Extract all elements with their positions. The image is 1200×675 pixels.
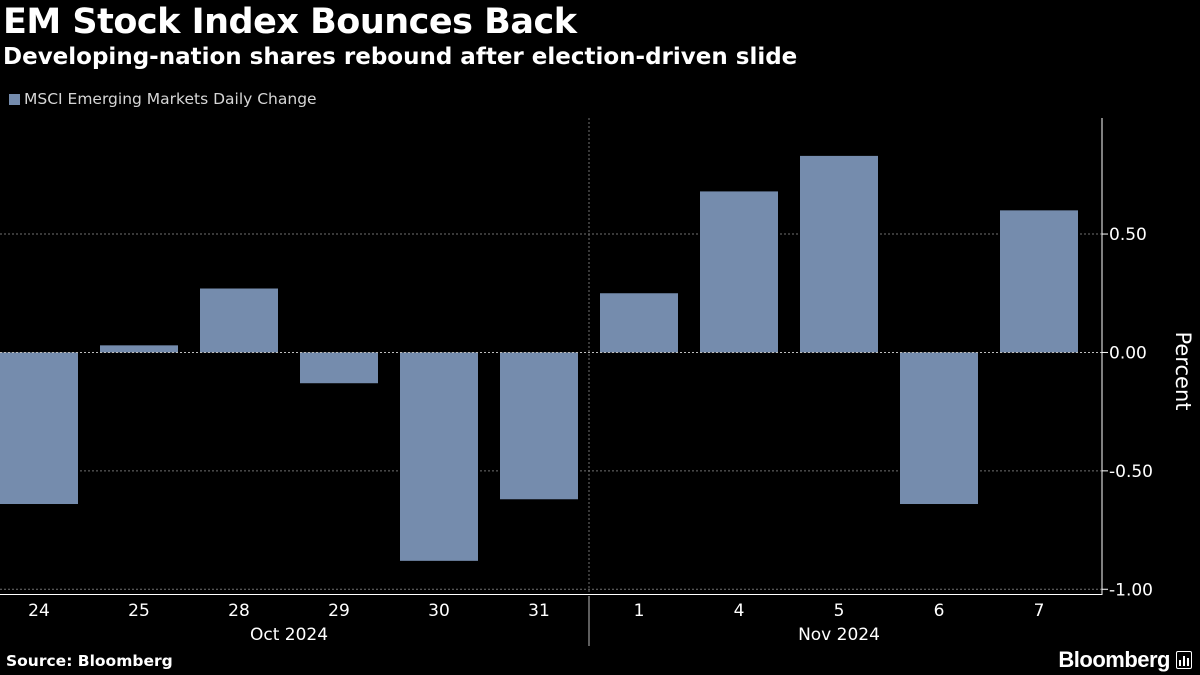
bloomberg-terminal-icon <box>1176 651 1192 669</box>
bar <box>500 352 578 500</box>
bar <box>800 155 878 353</box>
month-group-label: Oct 2024 <box>250 625 328 645</box>
month-group-label: Nov 2024 <box>798 625 880 645</box>
x-tick-label: 31 <box>528 601 550 621</box>
axes <box>0 118 1108 646</box>
chart-title: EM Stock Index Bounces Back <box>3 2 577 42</box>
x-tick-label: 28 <box>228 601 250 621</box>
y-tick-label: 0.00 <box>1109 343 1147 363</box>
bar <box>300 352 378 384</box>
bar <box>400 352 478 561</box>
x-tick-label: 5 <box>834 601 845 621</box>
bar <box>600 293 678 353</box>
bar <box>200 288 278 353</box>
x-tick-label: 6 <box>934 601 945 621</box>
y-axis-title: Percent <box>1171 331 1195 410</box>
x-tick-label: 4 <box>734 601 745 621</box>
axis-labels: 0.50 0.00 -0.50 -1.00 24 25 28 29 30 31 1 4 5 6 7 Oct 2… <box>28 225 1195 645</box>
source-note: Source: Bloomberg <box>6 652 173 670</box>
chart-subtitle: Developing-nation shares rebound after e… <box>3 44 798 70</box>
bar <box>1000 210 1078 353</box>
x-tick-label: 7 <box>1034 601 1045 621</box>
bar <box>100 345 178 353</box>
y-tick-label: -0.50 <box>1109 462 1153 482</box>
bloomberg-logo: Bloomberg <box>1058 647 1192 673</box>
bar <box>700 191 778 353</box>
legend-label: MSCI Emerging Markets Daily Change <box>24 90 317 108</box>
x-tick-label: 30 <box>428 601 450 621</box>
x-tick-label: 1 <box>634 601 645 621</box>
x-tick-label: 24 <box>28 601 50 621</box>
gridlines <box>0 118 1102 594</box>
legend: MSCI Emerging Markets Daily Change <box>9 90 317 108</box>
y-tick-label: 0.50 <box>1109 225 1147 245</box>
bar <box>900 352 978 505</box>
brand-name: Bloomberg <box>1058 647 1170 672</box>
bars <box>0 155 1078 561</box>
y-tick-label: -1.00 <box>1109 580 1153 600</box>
legend-swatch <box>9 93 20 105</box>
x-tick-label: 25 <box>128 601 150 621</box>
bar <box>0 352 78 505</box>
x-tick-label: 29 <box>328 601 350 621</box>
